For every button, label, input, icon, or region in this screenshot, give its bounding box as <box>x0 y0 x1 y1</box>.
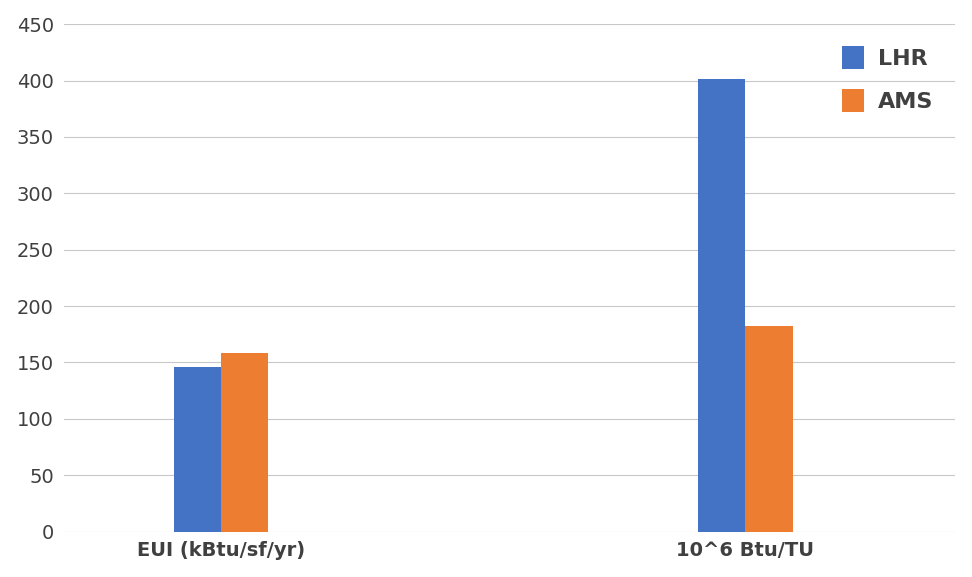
Bar <box>221 354 268 531</box>
Legend: LHR, AMS: LHR, AMS <box>831 35 944 123</box>
Bar <box>698 80 746 531</box>
Bar <box>174 367 221 531</box>
Bar <box>746 327 793 531</box>
